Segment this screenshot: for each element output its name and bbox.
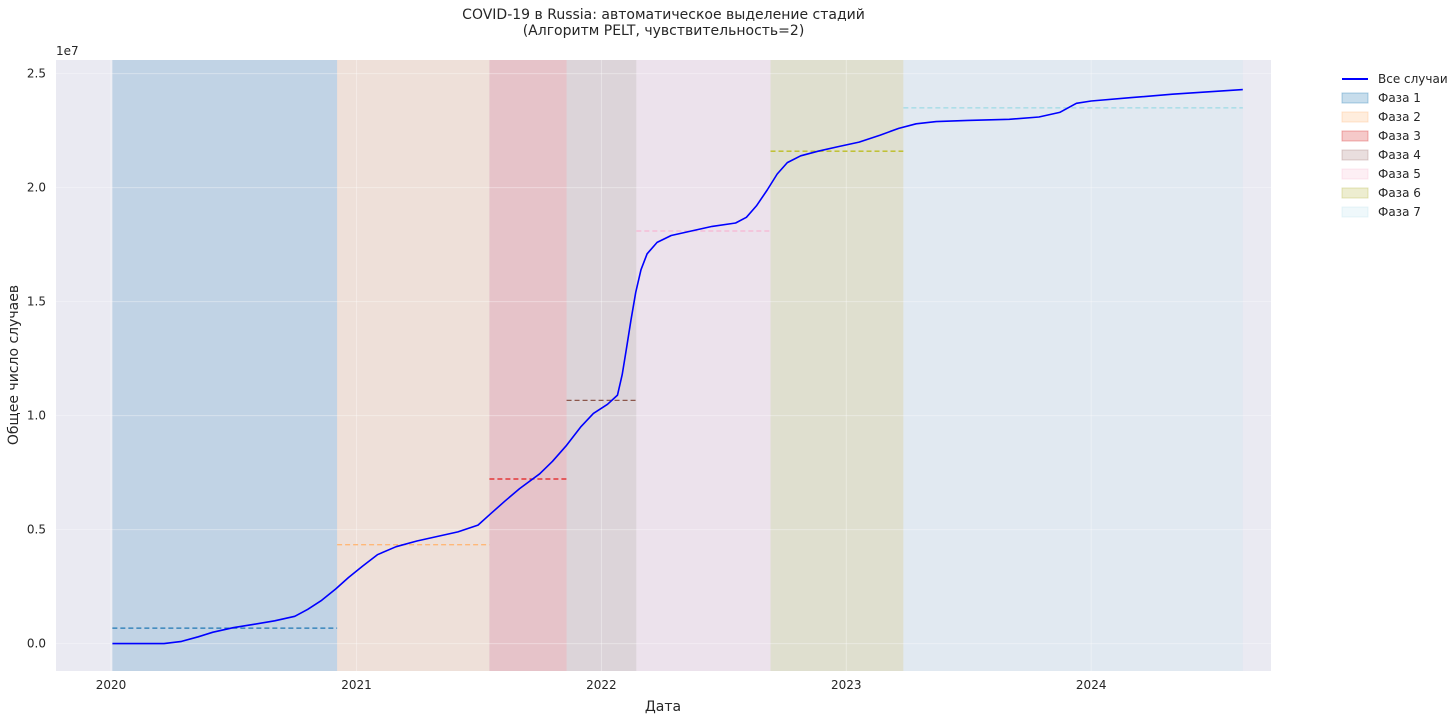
x-tick-label: 2023: [831, 678, 862, 692]
chart-title-line1: COVID-19 в Russia: автоматическое выделе…: [462, 7, 865, 23]
chart-title: COVID-19 в Russia: автоматическое выделе…: [56, 7, 1271, 39]
legend-phase-swatch: [1341, 92, 1369, 104]
phase-region-3: [489, 60, 567, 671]
legend-phase-swatch: [1341, 168, 1369, 180]
x-tick-label: 2020: [96, 678, 127, 692]
legend-phase-swatch: [1341, 149, 1369, 161]
axis-ticks: 0.0 0.5 1.0 1.5 2.0 2.5 2020 2021 2022 2023 2024: [27, 67, 1107, 692]
phase-region-5: [636, 60, 771, 671]
legend-phase-label: Фаза 5: [1378, 167, 1421, 181]
y-tick-label: 0.0: [27, 637, 46, 651]
legend-phase-swatch: [1341, 187, 1369, 199]
y-tick-label: 1.5: [27, 295, 46, 309]
x-axis-label: Дата: [645, 699, 681, 715]
y-tick-label: 2.5: [27, 67, 46, 81]
y-multiplier: 1e7: [56, 44, 79, 58]
phase-mean-lines: [112, 107, 1243, 629]
legend-phase-label: Фаза 4: [1378, 148, 1421, 162]
series-lines: [112, 88, 1243, 645]
phase-region-4: [566, 60, 637, 671]
phase-region-6: [770, 60, 904, 671]
grid-lines: [56, 60, 1271, 671]
phase-region-1: [112, 60, 338, 671]
x-tick-label: 2021: [341, 678, 372, 692]
x-tick-label: 2022: [586, 678, 617, 692]
y-tick-label: 1.0: [27, 409, 46, 423]
y-tick-label: 2.0: [27, 181, 46, 195]
legend-phase-swatch: [1341, 206, 1369, 218]
legend: Все случаи Фаза 1 Фаза 2 Фаза 3 Фаза 4 Фаза 5…: [1341, 72, 1448, 219]
legend-phase-label: Фаза 7: [1378, 205, 1421, 219]
x-tick-label: 2024: [1076, 678, 1107, 692]
phase-region-7: [903, 60, 1243, 671]
legend-series-label: Все случаи: [1378, 72, 1448, 86]
legend-phase-swatch: [1341, 130, 1369, 142]
legend-phase-label: Фаза 3: [1378, 129, 1421, 143]
legend-phase-swatch: [1341, 111, 1369, 123]
phase-region-2: [337, 60, 490, 671]
legend-phase-label: Фаза 6: [1378, 186, 1421, 200]
phase-regions: [112, 60, 1243, 671]
series-line-1: [112, 88, 1243, 645]
y-tick-label: 0.5: [27, 523, 46, 537]
legend-phase-label: Фаза 1: [1378, 91, 1421, 105]
plot-background: [56, 60, 1271, 671]
legend-phase-label: Фаза 2: [1378, 110, 1421, 124]
chart-title-line2: (Алгоритм PELT, чувствительность=2): [522, 23, 805, 39]
y-axis-label: Общее число случаев: [6, 285, 22, 445]
